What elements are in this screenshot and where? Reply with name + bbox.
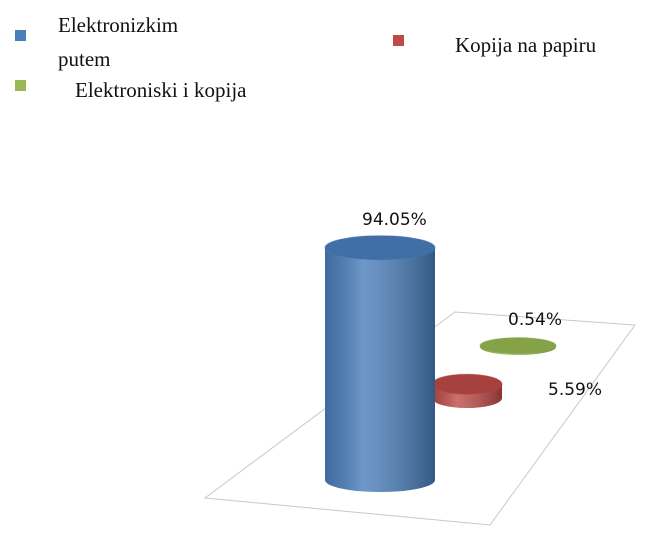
cylinder-top-shade: [432, 374, 502, 395]
cylinder-top-shade: [480, 337, 556, 354]
legend-label: Elektronizkim putem: [58, 13, 179, 71]
cylinder-top-shade: [325, 235, 435, 260]
cylinder-shade: [325, 247, 435, 492]
legend-swatch: [393, 35, 404, 46]
legend-swatch: [15, 30, 26, 41]
floor: [203, 311, 636, 526]
data-label: 94.05%: [362, 210, 427, 230]
legend-swatch: [15, 80, 26, 91]
legend-label: Kopija na papiru: [455, 33, 597, 57]
legend-label: Elektroniski i kopija: [75, 78, 247, 102]
cylinder-top: [479, 337, 557, 355]
data-label: 0.54%: [508, 310, 562, 330]
data-label: 5.59%: [548, 380, 602, 400]
cylinder-top: [324, 235, 436, 261]
